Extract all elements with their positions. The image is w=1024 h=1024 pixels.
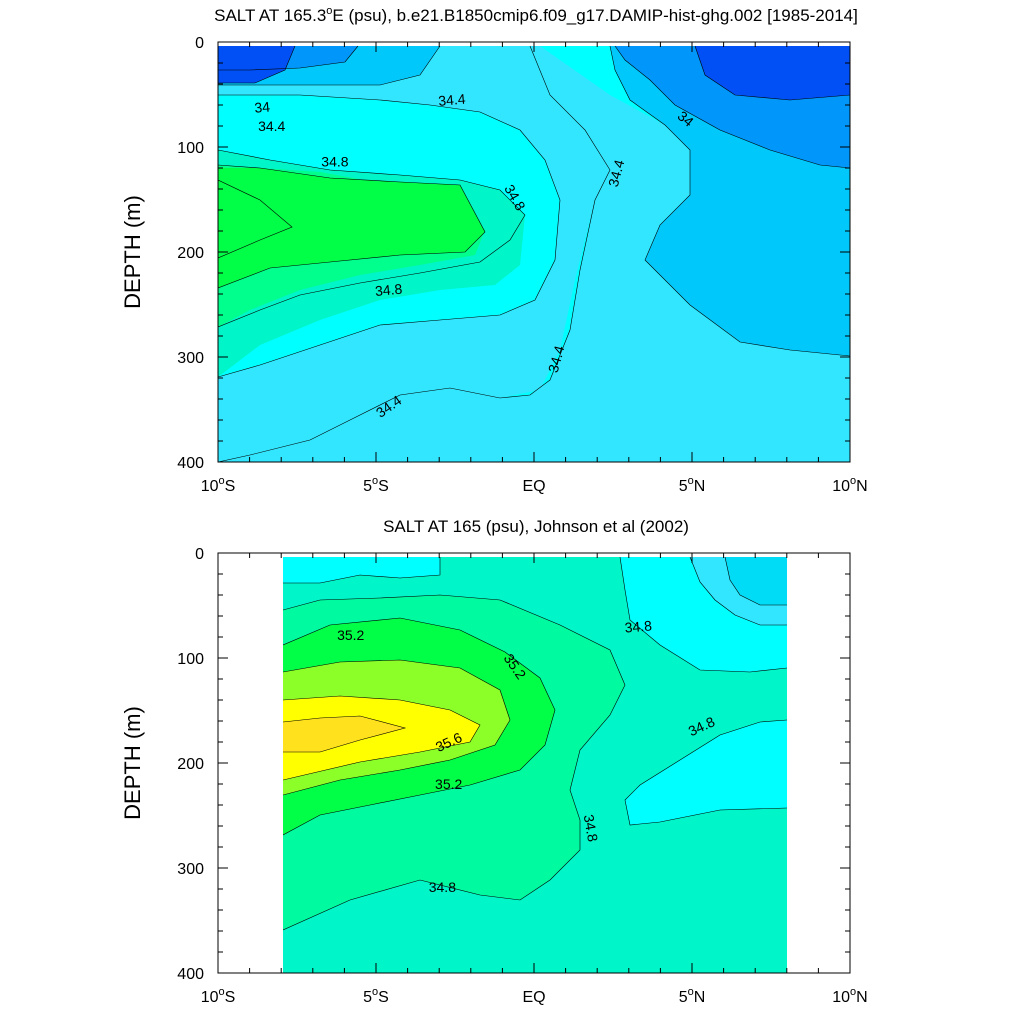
bottom-isohaline [283, 594, 626, 931]
svg-text:34.8: 34.8 [429, 879, 456, 895]
bottom-contour-label: 35.2 [435, 776, 462, 792]
svg-text:34.4: 34.4 [545, 344, 568, 375]
bottom-x-tick-label: 5oN [679, 986, 706, 1006]
bottom-x-tick-label: EQ [522, 989, 545, 1006]
bottom-x-tick-label: 10oS [201, 986, 236, 1006]
bottom-y-tick-label: 0 [195, 546, 204, 563]
svg-text:34.4: 34.4 [258, 118, 285, 134]
bottom-contour-label: 34.8 [624, 617, 653, 635]
top-isohaline [218, 164, 486, 289]
top-isohaline [218, 94, 561, 378]
top-contour-label: 34 [675, 108, 697, 130]
top-x-tick-label: EQ [522, 478, 545, 495]
bottom-y-tick-label: 300 [177, 861, 204, 878]
top-band-center [218, 46, 610, 462]
bottom-contour-labels: 35.235.235.635.234.834.834.834.8 [337, 617, 717, 895]
svg-text:35.2: 35.2 [337, 627, 364, 643]
bottom-contour-label: 34.8 [581, 813, 602, 843]
top-band-east-fresh [218, 46, 850, 462]
top-y-tick-label: 100 [177, 140, 204, 157]
bottom-y-axis-label: DEPTH (m) [120, 706, 145, 820]
top-contour-label: 34.4 [545, 344, 568, 375]
svg-text:34.8: 34.8 [624, 617, 653, 635]
top-contour-label: 34.8 [321, 154, 348, 170]
top-contour-fill [218, 42, 850, 462]
bottom-isohaline [283, 715, 407, 753]
bottom-isohaline [283, 659, 511, 796]
bottom-y-tick-label: 100 [177, 651, 204, 668]
svg-text:34.8: 34.8 [581, 813, 602, 843]
top-panel: SALT AT 165.3oE (psu), b.e21.B1850cmip6.… [120, 5, 868, 495]
bottom-isohaline [689, 557, 787, 626]
bot-band-ne-min [725, 557, 787, 605]
top-x-tick-label: 10oS [201, 475, 236, 495]
bottom-chart-title: SALT AT 165 (psu), Johnson et al (2002) [383, 517, 689, 536]
top-isohaline [218, 45, 359, 71]
svg-text:34.4: 34.4 [438, 91, 467, 109]
bot-band-max [283, 696, 480, 780]
svg-text:34.8: 34.8 [321, 154, 348, 170]
svg-text:34.8: 34.8 [374, 281, 403, 299]
top-x-tick-label: 5oN [679, 475, 706, 495]
bot-band-core [283, 716, 405, 752]
top-contour-label: 34.4 [438, 91, 467, 109]
bottom-x-tick-label: 10oN [832, 986, 867, 1006]
top-y-tick-label: 200 [177, 245, 204, 262]
top-contour-label: 34.4 [258, 118, 285, 134]
top-band-east-min [695, 46, 850, 100]
bottom-contour-fill [283, 557, 787, 973]
top-isohaline [609, 45, 850, 357]
top-isohaline [694, 45, 850, 101]
top-chart-title: SALT AT 165.3oE (psu), b.e21.B1850cmip6.… [214, 5, 858, 25]
bottom-isohaline [283, 557, 441, 584]
top-y-tick-label: 400 [177, 455, 204, 472]
bottom-contour-lines [283, 557, 787, 931]
svg-text:34.4: 34.4 [605, 158, 628, 189]
bottom-panel: SALT AT 165 (psu), Johnson et al (2002) … [120, 517, 868, 1006]
bottom-y-tick-label: 200 [177, 756, 204, 773]
top-y-axis-label: DEPTH (m) [120, 195, 145, 309]
top-contour-label: 34.8 [374, 281, 403, 299]
top-isohaline [614, 45, 850, 169]
bottom-contour-label: 34.8 [429, 879, 456, 895]
top-contour-label: 34 [254, 98, 271, 115]
bot-band-e-fresh [625, 720, 787, 825]
top-isohaline [218, 179, 293, 259]
top-y-tick-label: 300 [177, 350, 204, 367]
svg-text:34: 34 [254, 98, 271, 115]
top-contour-label: 34.4 [605, 158, 628, 189]
svg-text:35.2: 35.2 [435, 776, 462, 792]
top-isohaline [218, 45, 296, 84]
top-isohaline [218, 149, 526, 328]
top-band-max [218, 168, 485, 288]
bottom-axis-ticks: 10oS 5oS EQ 5oN 10oN 0 100 200 300 400 [177, 546, 867, 1006]
bottom-isohaline [724, 557, 787, 606]
top-isohaline [218, 45, 611, 462]
bottom-contour-label: 35.2 [337, 627, 364, 643]
top-axis-ticks: 10oS 5oS EQ 5oN 10oN 0 100 200 300 400 [177, 35, 867, 495]
top-isohaline [218, 45, 441, 86]
bottom-x-tick-label: 5oS [363, 986, 389, 1006]
top-contour-lines [218, 45, 850, 462]
bottom-isohaline [283, 695, 481, 781]
top-y-tick-label: 0 [195, 35, 204, 52]
top-x-tick-label: 10oN [832, 475, 867, 495]
bottom-isohaline [619, 557, 787, 673]
bottom-y-tick-label: 400 [177, 966, 204, 983]
bottom-isohaline [283, 617, 556, 836]
bottom-isohaline [624, 719, 787, 826]
bot-band-nw-fresh [283, 557, 440, 583]
top-band-core [218, 180, 292, 258]
top-x-tick-label: 5oS [363, 475, 389, 495]
